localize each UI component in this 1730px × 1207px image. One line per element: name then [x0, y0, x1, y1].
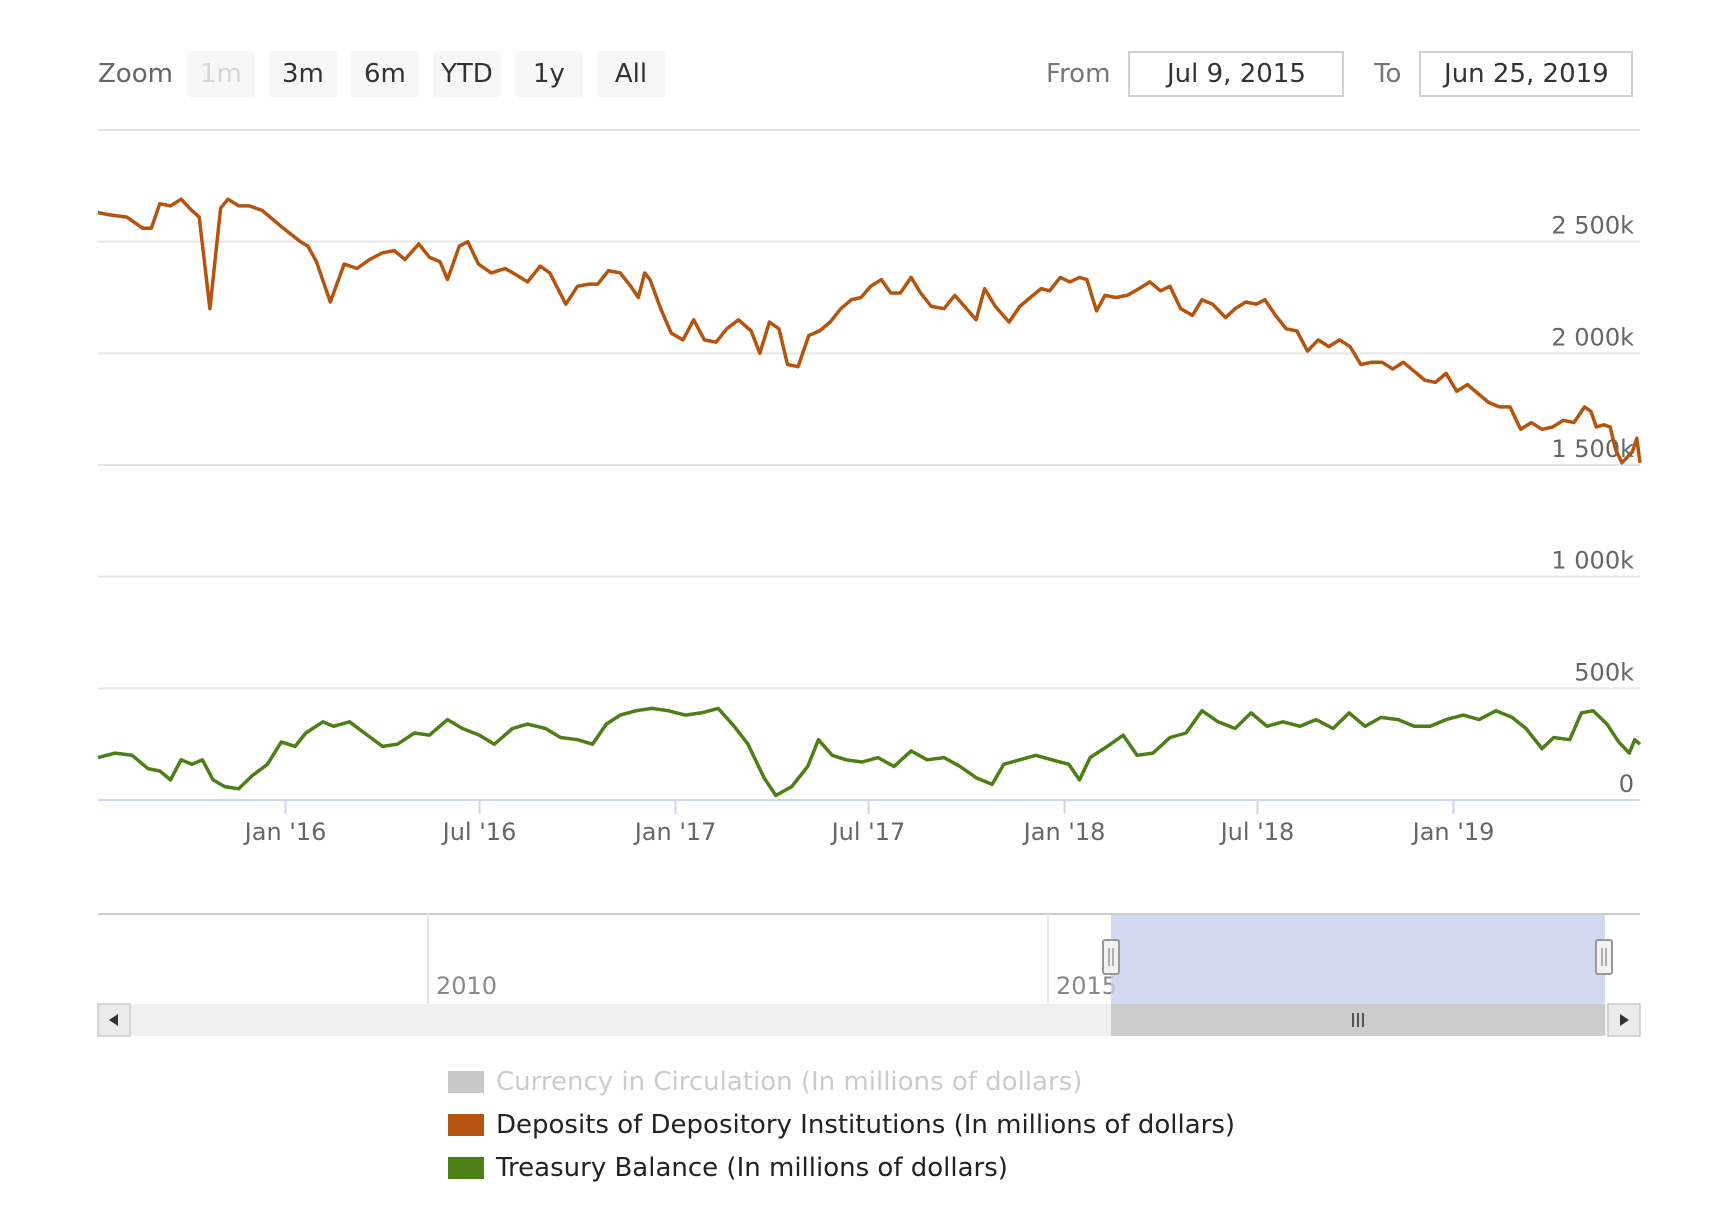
legend: Currency in Circulation (In millions of …: [448, 1060, 1235, 1189]
x-tick-label: Jul '17: [830, 818, 906, 846]
grid-lines: [98, 129, 1640, 690]
y-tick-label: 2 500k: [1551, 212, 1634, 240]
navigator-handle[interactable]: [1595, 939, 1613, 975]
legend-item-treasury[interactable]: Treasury Balance (In millions of dollars…: [448, 1146, 1235, 1189]
arrow-right-icon: [1620, 1014, 1629, 1026]
y-tick-label: 500k: [1574, 658, 1634, 686]
legend-swatch-deposits: [448, 1113, 484, 1136]
x-tick-label: Jan '19: [1411, 818, 1495, 846]
range-from: From Jul 9, 2015: [1046, 50, 1345, 98]
scrollbar-left-button[interactable]: [97, 1003, 131, 1037]
y-tick-label: 1 000k: [1551, 547, 1634, 575]
arrow-left-icon: [109, 1014, 118, 1026]
from-label: From: [1046, 59, 1111, 89]
legend-label-treasury: Treasury Balance (In millions of dollars…: [496, 1152, 1008, 1183]
legend-label-currency: Currency in Circulation (In millions of …: [496, 1066, 1083, 1097]
from-date-input[interactable]: Jul 9, 2015: [1128, 51, 1345, 97]
navigator: 2010 2015: [97, 913, 1641, 1037]
navigator-selected-range: [1111, 915, 1605, 1004]
legend-swatch-currency: [448, 1070, 484, 1093]
navigator-label-2010: 2010: [436, 972, 497, 1000]
legend-item-currency[interactable]: Currency in Circulation (In millions of …: [448, 1060, 1235, 1103]
navigator-handle[interactable]: [1102, 939, 1120, 975]
series-lines: [97, 197, 1642, 798]
x-axis: Jan '16 Jul '16 Jan '17 Jul '17 Jan '18 Jul '…: [98, 799, 1640, 846]
series-line: [97, 706, 1642, 798]
y-tick-label: 0: [1619, 770, 1634, 798]
zoom-1y-button[interactable]: 1y: [514, 51, 583, 97]
x-tick-label: Jan '18: [1022, 818, 1106, 846]
legend-item-deposits[interactable]: Deposits of Depository Institutions (In …: [448, 1103, 1235, 1146]
zoom-ytd-button[interactable]: YTD: [432, 51, 501, 97]
zoom-3m-button[interactable]: 3m: [268, 51, 337, 97]
to-date-input[interactable]: Jun 25, 2019: [1419, 51, 1634, 97]
zoom-6m-button[interactable]: 6m: [350, 51, 419, 97]
x-tick-label: Jul '18: [1219, 818, 1295, 846]
navigator-label-2015: 2015: [1056, 972, 1117, 1000]
to-label: To: [1374, 59, 1402, 89]
y-tick-label: 2 000k: [1551, 323, 1634, 351]
range-to: To Jun 25, 2019: [1374, 50, 1634, 98]
x-tick-label: Jul '16: [441, 818, 517, 846]
x-tick-label: Jan '17: [633, 818, 717, 846]
series-line: [97, 197, 1642, 465]
zoom-bar: Zoom 1m 3m 6m YTD 1y All: [98, 50, 679, 98]
x-tick-label: Jan '16: [243, 818, 327, 846]
legend-swatch-treasury: [448, 1156, 484, 1179]
zoom-all-button[interactable]: All: [596, 51, 665, 97]
legend-label-deposits: Deposits of Depository Institutions (In …: [496, 1109, 1236, 1140]
zoom-label: Zoom: [98, 59, 173, 89]
zoom-1m-button[interactable]: 1m: [186, 51, 255, 97]
